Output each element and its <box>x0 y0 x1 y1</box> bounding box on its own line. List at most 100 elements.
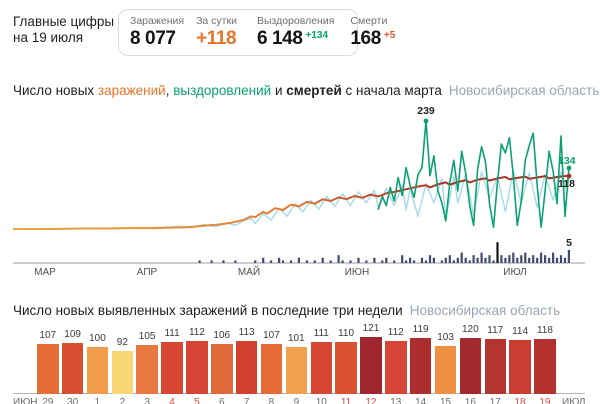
title-segment: , <box>165 83 174 98</box>
deaths-bar <box>420 257 424 263</box>
deaths-bar <box>563 257 567 263</box>
daily-infections-bar <box>385 341 407 394</box>
daily-infections-bar <box>37 343 59 394</box>
daily-infections-bar <box>484 339 506 394</box>
deaths-bar <box>381 260 384 263</box>
stat-recoveries: Выздоровления 6 148 +134 <box>257 15 334 50</box>
stat-daily-value: +118 <box>196 28 237 49</box>
deaths-bar <box>365 260 368 263</box>
bar-chart-title-text: Число новых выявленных заражений в после… <box>13 303 403 318</box>
bar-date-label: 18 <box>514 397 526 404</box>
daily-infections-bar <box>534 338 556 394</box>
series-line-1 <box>13 174 570 230</box>
deaths-bar <box>555 257 559 263</box>
daily-infections-bar <box>235 340 258 394</box>
stat-deaths-delta: +5 <box>383 30 396 41</box>
deaths-bar <box>254 260 257 263</box>
axis-month-label: АПР <box>136 267 158 278</box>
bar-axis-month-left: ИЮН <box>13 397 38 404</box>
bar-value-label: 112 <box>387 327 404 339</box>
bar-date-label: 19 <box>539 397 551 404</box>
deaths-bar <box>222 260 225 263</box>
page-title-line1: Главные цифры <box>13 14 115 29</box>
bar-value-label: 92 <box>116 336 128 348</box>
stat-recoveries-label: Выздоровления <box>256 15 335 27</box>
key-figures-card: Заражения 8 077 За сутки +118 Выздоровле… <box>118 9 395 56</box>
daily-infections-bar <box>260 343 283 394</box>
deaths-bar <box>393 260 396 263</box>
bar-date-label: 4 <box>169 397 175 404</box>
daily-infections-bar <box>186 341 208 394</box>
deaths-bar <box>460 252 463 263</box>
bar-date-label: 13 <box>390 397 402 404</box>
deaths-bar <box>401 255 404 263</box>
deaths-bar <box>520 255 523 263</box>
deaths-bar <box>552 252 555 263</box>
bar-value-label: 109 <box>64 328 81 340</box>
deaths-bar <box>536 257 539 263</box>
deaths-bar <box>508 255 511 263</box>
bar-value-label: 117 <box>487 325 504 336</box>
deaths-bar <box>357 257 360 263</box>
bar-value-label: 101 <box>288 332 305 344</box>
stat-deaths-value: 168 +5 <box>350 28 395 50</box>
bar-date-label: 8 <box>268 397 275 404</box>
deaths-bar <box>297 257 300 263</box>
deaths-bar <box>210 260 213 263</box>
deaths-bar <box>516 257 519 263</box>
stat-infections-label: Заражения <box>130 15 185 27</box>
daily-infections-bar <box>459 337 482 394</box>
stat-recoveries-value: 6 148 +134 <box>257 28 334 50</box>
stat-daily: За сутки +118 <box>196 15 237 50</box>
bar-chart-title: Число новых выявленных заражений в после… <box>13 303 560 318</box>
deaths-bar <box>528 257 531 263</box>
daily-infections-bar <box>285 346 308 394</box>
page-title: Главные цифры на 19 июля <box>13 14 114 45</box>
bar-date-label: 16 <box>464 397 476 404</box>
page-title-line2: на 19 июля <box>13 29 84 45</box>
deaths-bar <box>492 260 495 263</box>
end-dot <box>566 173 572 179</box>
title-segment: заражений <box>97 83 166 98</box>
bar-value-label: 118 <box>536 324 553 336</box>
deaths-bar <box>452 260 455 263</box>
bar-value-label: 111 <box>164 327 180 339</box>
deaths-bar <box>496 242 499 263</box>
deaths-bar <box>464 257 467 263</box>
bar-date-label: 3 <box>144 397 150 404</box>
chart-annotation-label: 239 <box>417 105 435 117</box>
deaths-bar <box>385 257 388 263</box>
deaths-bar <box>559 255 563 263</box>
bar-date-label: 29 <box>42 397 54 404</box>
deaths-bar <box>349 260 352 263</box>
deaths-bar <box>409 257 412 263</box>
line-chart-canvas[interactable]: 239 134 118 5 <box>13 104 585 266</box>
daily-infections-bar <box>509 340 531 394</box>
deaths-bar <box>524 252 527 263</box>
deaths-bar <box>500 255 503 263</box>
deaths-bar <box>289 260 293 263</box>
deaths-bar <box>540 252 543 263</box>
line-chart-title-text: Число новых заражений, выздоровлений и с… <box>13 83 442 98</box>
axis-month-label: МАР <box>34 267 56 278</box>
deaths-bar <box>456 257 459 263</box>
title-segment: Число новых выявленных заражений в после… <box>13 303 403 318</box>
daily-infections-bar <box>360 337 382 394</box>
deaths-bar <box>488 255 491 263</box>
stat-infections-value: 8 077 <box>130 28 176 49</box>
bar-date-label: 15 <box>439 397 452 404</box>
deaths-bar <box>448 255 451 263</box>
stat-infections: Заражения 8 077 <box>130 15 184 50</box>
deaths-bar <box>341 260 344 263</box>
daily-infections-bar <box>136 344 158 394</box>
deaths-bar <box>444 257 447 263</box>
bar-chart-baseline <box>13 393 585 394</box>
deaths-bar <box>270 260 273 263</box>
deaths-bar <box>424 260 428 263</box>
deaths-bar <box>440 260 443 263</box>
bar-value-label: 106 <box>213 330 231 342</box>
stat-recoveries-delta: +134 <box>305 30 329 41</box>
deaths-bar <box>512 252 515 263</box>
title-segment: Число новых <box>13 83 98 98</box>
